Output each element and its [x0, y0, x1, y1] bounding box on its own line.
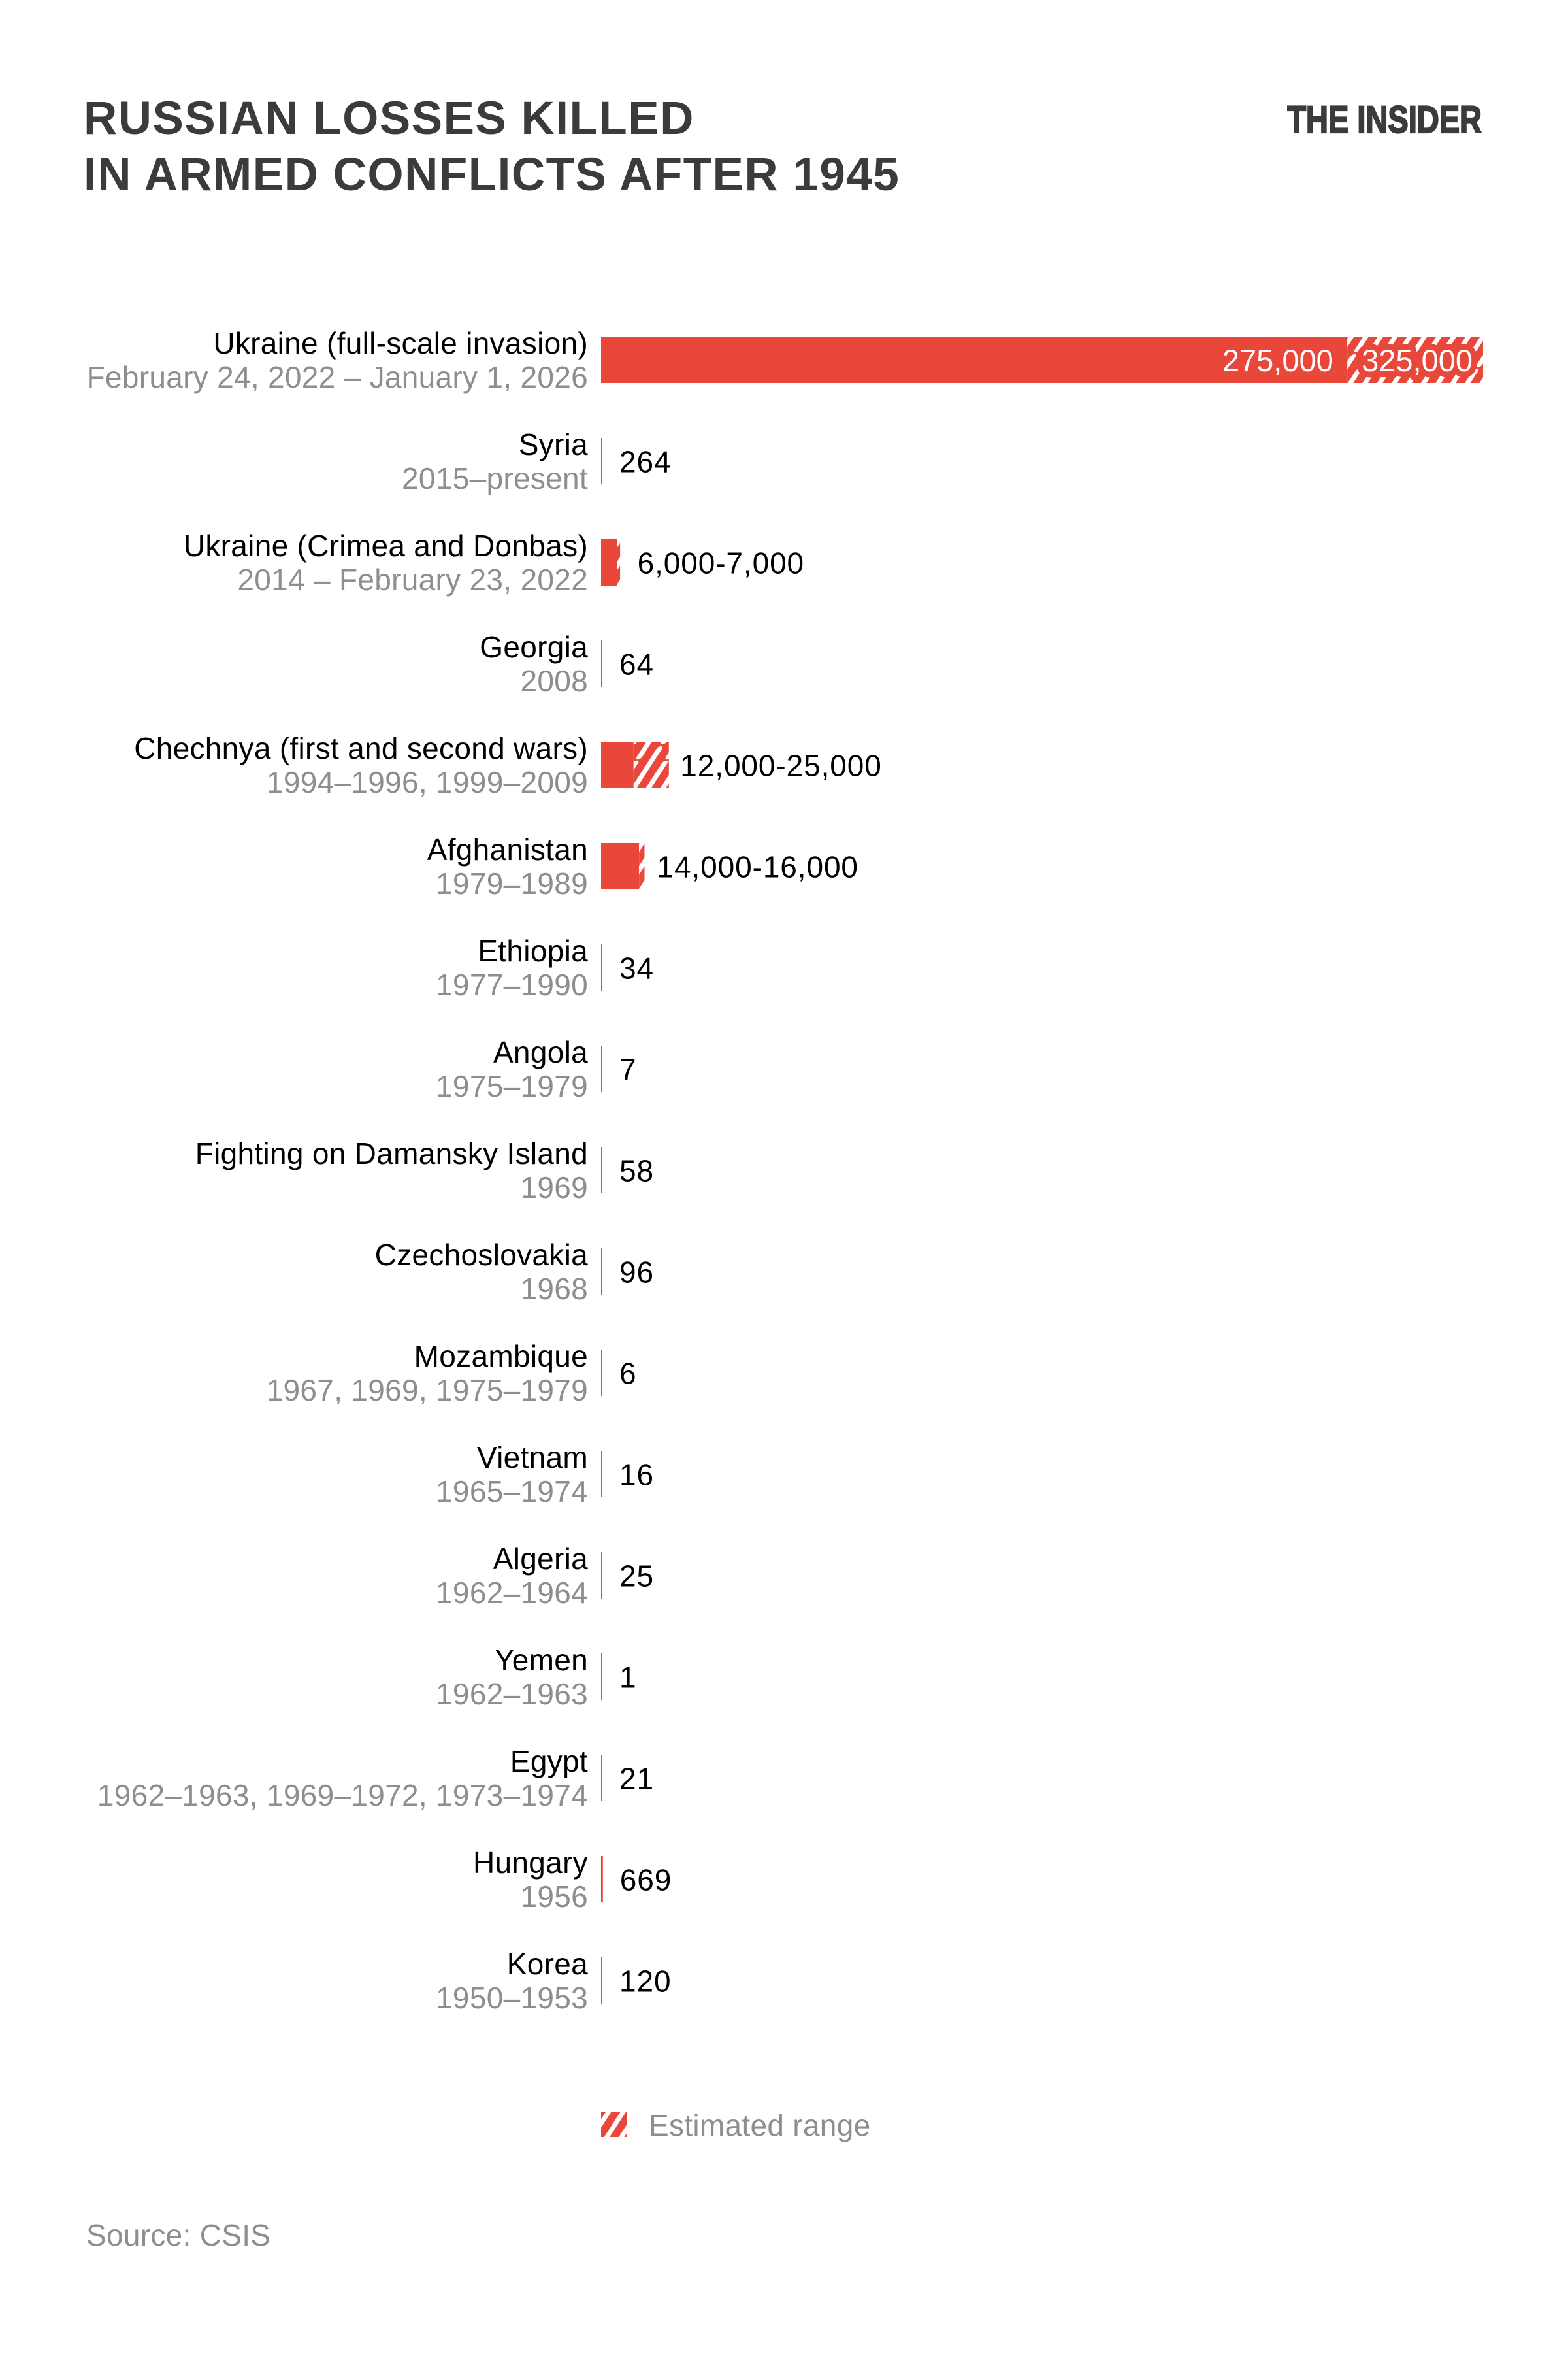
svg-text:February 24, 2022 – January 1,: February 24, 2022 – January 1, 2026 — [87, 360, 588, 394]
svg-text:120: 120 — [619, 1965, 671, 1999]
svg-text:1962–1964: 1962–1964 — [436, 1576, 588, 1610]
svg-text:669: 669 — [620, 1863, 672, 1897]
svg-text:Georgia: Georgia — [480, 630, 588, 664]
svg-text:2008: 2008 — [520, 664, 588, 698]
svg-text:Ukraine (Crimea and Donbas): Ukraine (Crimea and Donbas) — [184, 529, 588, 563]
svg-text:Angola: Angola — [493, 1035, 588, 1069]
svg-text:1965–1974: 1965–1974 — [436, 1474, 588, 1508]
svg-text:6: 6 — [619, 1357, 636, 1391]
svg-text:21: 21 — [619, 1762, 654, 1796]
svg-text:1962–1963, 1969–1972, 1973–197: 1962–1963, 1969–1972, 1973–1974 — [97, 1778, 588, 1812]
svg-text:Estimated range: Estimated range — [649, 2108, 870, 2142]
svg-text:Hungary: Hungary — [473, 1846, 588, 1880]
svg-text:1950–1953: 1950–1953 — [436, 1981, 588, 2015]
svg-text:6,000-7,000: 6,000-7,000 — [638, 546, 804, 580]
svg-text:12,000-25,000: 12,000-25,000 — [680, 749, 881, 783]
svg-text:1: 1 — [619, 1661, 636, 1695]
svg-text:325,000: 325,000 — [1362, 343, 1473, 378]
svg-text:1956: 1956 — [520, 1880, 588, 1914]
svg-text:25: 25 — [619, 1559, 654, 1593]
svg-text:Egypt: Egypt — [510, 1744, 588, 1778]
svg-text:Source: CSIS: Source: CSIS — [86, 2218, 270, 2252]
svg-text:1994–1996, 1999–2009: 1994–1996, 1999–2009 — [267, 765, 588, 799]
svg-text:7: 7 — [619, 1053, 636, 1087]
svg-text:THE INSIDER: THE INSIDER — [1287, 99, 1482, 141]
svg-text:34: 34 — [619, 952, 654, 986]
svg-text:1968: 1968 — [520, 1272, 588, 1306]
svg-text:1975–1979: 1975–1979 — [436, 1069, 588, 1103]
svg-text:Vietnam: Vietnam — [477, 1440, 588, 1474]
svg-text:Syria: Syria — [519, 427, 588, 461]
svg-text:Mozambique: Mozambique — [414, 1339, 588, 1373]
svg-text:16: 16 — [619, 1458, 654, 1492]
svg-text:Yemen: Yemen — [495, 1643, 588, 1677]
svg-text:1969: 1969 — [520, 1170, 588, 1204]
svg-text:Fighting on Damansky Island: Fighting on Damansky Island — [195, 1137, 588, 1170]
svg-text:64: 64 — [619, 648, 654, 682]
svg-text:14,000-16,000: 14,000-16,000 — [657, 850, 858, 884]
svg-text:IN ARMED CONFLICTS AFTER 1945: IN ARMED CONFLICTS AFTER 1945 — [84, 149, 900, 201]
svg-text:Korea: Korea — [507, 1947, 588, 1981]
svg-text:2014 – February 23, 2022: 2014 – February 23, 2022 — [237, 563, 588, 597]
svg-text:Algeria: Algeria — [493, 1542, 588, 1576]
svg-text:58: 58 — [619, 1154, 654, 1188]
svg-text:1977–1990: 1977–1990 — [436, 968, 588, 1002]
svg-text:1962–1963: 1962–1963 — [436, 1677, 588, 1711]
svg-text:Afghanistan: Afghanistan — [427, 833, 588, 867]
svg-text:264: 264 — [619, 445, 671, 479]
svg-text:Chechnya (first and second war: Chechnya (first and second wars) — [134, 731, 588, 765]
svg-text:96: 96 — [619, 1255, 654, 1289]
svg-text:Ukraine (full-scale invasion): Ukraine (full-scale invasion) — [213, 326, 588, 360]
svg-text:Ethiopia: Ethiopia — [478, 934, 588, 968]
svg-text:RUSSIAN LOSSES KILLED: RUSSIAN LOSSES KILLED — [84, 93, 694, 144]
svg-text:Czechoslovakia: Czechoslovakia — [375, 1238, 588, 1272]
svg-text:1979–1989: 1979–1989 — [436, 867, 588, 901]
svg-text:275,000: 275,000 — [1222, 343, 1333, 378]
svg-text:1967, 1969, 1975–1979: 1967, 1969, 1975–1979 — [267, 1373, 588, 1407]
svg-text:2015–present: 2015–present — [402, 461, 588, 495]
